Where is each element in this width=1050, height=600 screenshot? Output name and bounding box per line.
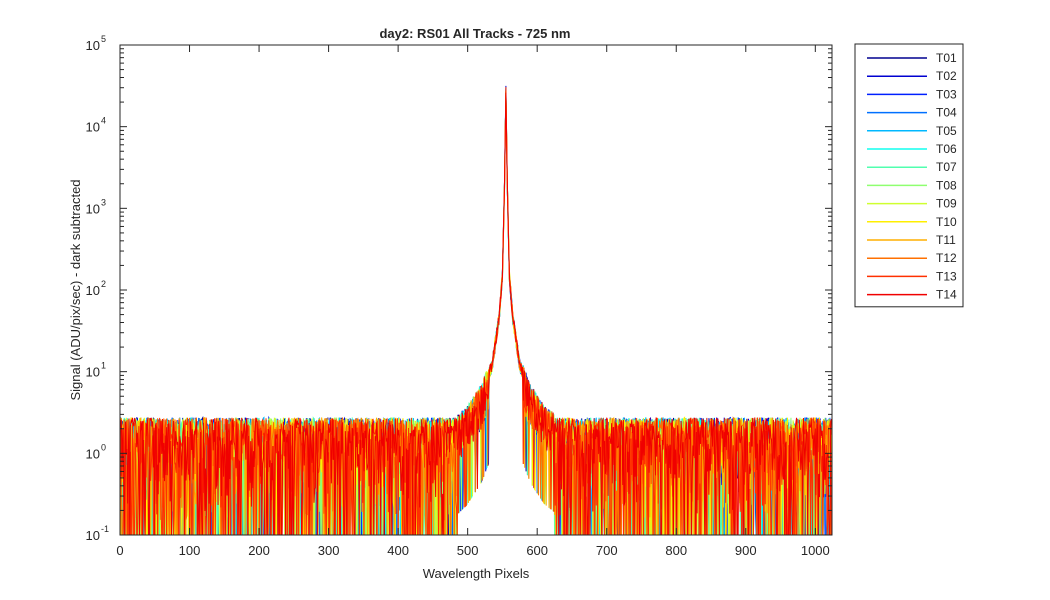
x-tick-label: 400 <box>387 543 409 558</box>
x-tick-label: 500 <box>457 543 479 558</box>
legend-label-t11: T11 <box>936 233 956 247</box>
legend-label-t13: T13 <box>936 269 957 283</box>
legend-label-t05: T05 <box>936 124 957 138</box>
legend-box <box>854 43 964 308</box>
y-tick-exponent: 1 <box>101 361 106 371</box>
series-line-t14 <box>120 92 832 535</box>
legend-label-t12: T12 <box>936 251 957 265</box>
y-tick-exponent: 3 <box>101 197 106 207</box>
x-tick-label: 900 <box>735 543 757 558</box>
series-group <box>120 85 832 535</box>
y-tick-label: 10 <box>86 283 100 298</box>
legend-label-t14: T14 <box>936 288 957 302</box>
x-tick-label: 100 <box>179 543 201 558</box>
x-tick-label: 300 <box>318 543 340 558</box>
legend-label-t01: T01 <box>936 51 957 65</box>
legend-label-t08: T08 <box>936 178 957 192</box>
legend-label-t03: T03 <box>936 87 957 101</box>
y-tick-label: 10 <box>86 528 100 543</box>
y-tick-exponent: 0 <box>101 442 106 452</box>
x-tick-label: 0 <box>116 543 123 558</box>
y-tick-label: 10 <box>86 38 100 53</box>
y-tick-label: 10 <box>86 120 100 135</box>
y-tick-label: 10 <box>86 201 100 216</box>
x-tick-label: 800 <box>665 543 687 558</box>
x-tick-label: 200 <box>248 543 270 558</box>
legend-label-t10: T10 <box>936 215 957 229</box>
y-tick-exponent: -1 <box>101 524 109 534</box>
legend-label-t04: T04 <box>936 106 957 120</box>
y-tick-exponent: 4 <box>101 116 106 126</box>
x-tick-label: 700 <box>596 543 618 558</box>
chart-title: day2: RS01 All Tracks - 725 nm <box>379 26 570 41</box>
legend-label-t06: T06 <box>936 142 957 156</box>
y-tick-exponent: 5 <box>101 34 106 44</box>
x-tick-label: 600 <box>526 543 548 558</box>
legend-label-t02: T02 <box>936 69 957 83</box>
y-tick-label: 10 <box>86 446 100 461</box>
x-axis-label: Wavelength Pixels <box>423 566 530 581</box>
y-tick-exponent: 2 <box>101 279 106 289</box>
series-line-t13 <box>120 87 832 535</box>
legend-label-t07: T07 <box>936 160 957 174</box>
legend: T01 T02 T03 T04 T05 T06 T07 T08 T09 T10 T11 T12 T13 T… <box>854 43 964 308</box>
y-tick-label: 10 <box>86 365 100 380</box>
x-tick-label: 1000 <box>801 543 830 558</box>
legend-label-t09: T09 <box>936 197 957 211</box>
y-axis-label: Signal (ADU/pix/sec) - dark subtracted <box>68 179 83 400</box>
